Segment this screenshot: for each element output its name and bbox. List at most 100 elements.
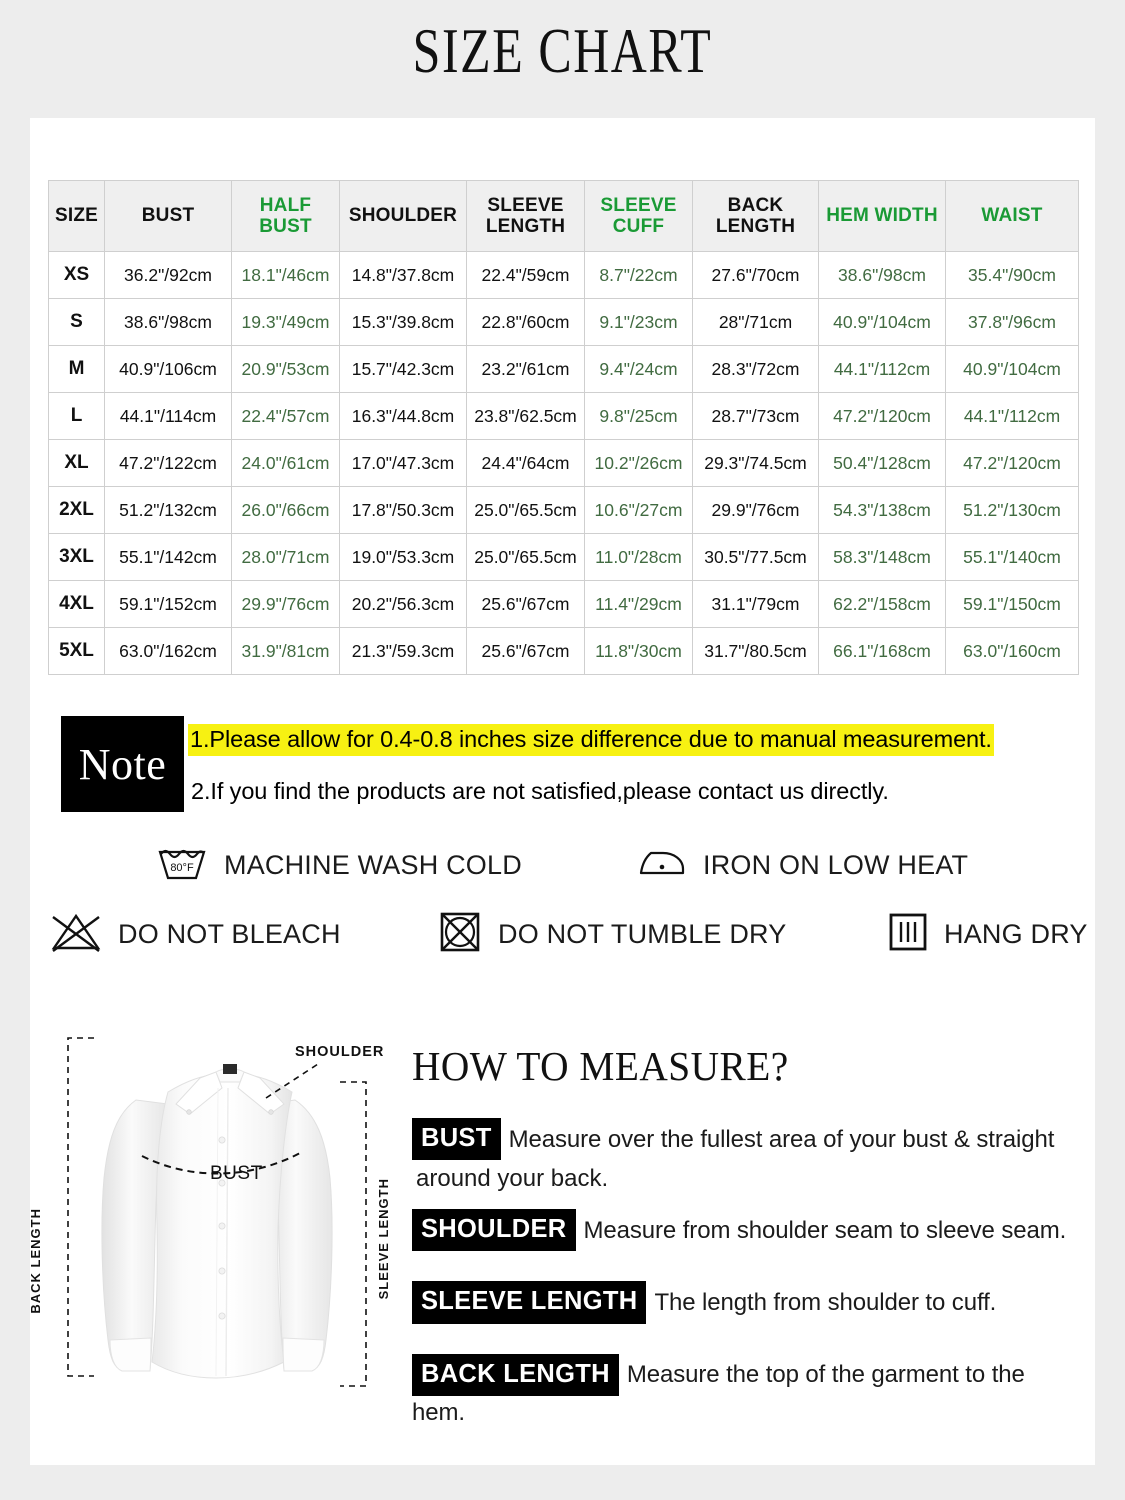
cell-sleeve-length: 22.4"/59cm — [466, 251, 585, 299]
measure-item-list: BUST Measure over the fullest area of you… — [412, 1118, 1082, 1429]
care-label-iron: IRON ON LOW HEAT — [703, 850, 969, 880]
cell-waist: 47.2"/120cm — [945, 439, 1079, 487]
cell-half-bust: 28.0"/71cm — [231, 533, 340, 581]
note-line-2: 2.If you find the products are not satis… — [191, 778, 889, 804]
measure-description: Measure the top of the garment to the he… — [412, 1361, 1025, 1426]
table-row: 5XL 63.0"/162cm 31.9"/81cm 21.3"/59.3cm 25.6… — [48, 627, 1079, 675]
cell-half-bust: 26.0"/66cm — [231, 486, 340, 534]
size-table: SIZE BUST HALF BUST SHOULDER SLEEVE LENG… — [48, 180, 1079, 675]
measure-item: SHOULDER Measure from shoulder seam to sl… — [412, 1209, 1082, 1252]
note-badge: Note — [61, 716, 184, 812]
hang-dry-icon — [886, 910, 930, 959]
cell-half-bust: 24.0"/61cm — [231, 439, 340, 487]
table-row: S 38.6"/98cm 19.3"/49cm 15.3"/39.8cm 22.8"/6… — [48, 298, 1079, 346]
cell-bust: 40.9"/106cm — [104, 345, 232, 393]
page-title: SIZE CHART — [412, 15, 713, 86]
diagram-label-back-length: BACK LENGTH — [28, 1208, 43, 1314]
cell-sleeve-length: 24.4"/64cm — [466, 439, 585, 487]
cell-waist: 59.1"/150cm — [945, 580, 1079, 628]
table-row: 3XL 55.1"/142cm 28.0"/71cm 19.0"/53.3cm 25.0… — [48, 533, 1079, 581]
bottom-section: SHOULDER BUST BACK LENGTH SLEEVE LENGTH … — [28, 1028, 1095, 1459]
cell-size: 5XL — [48, 627, 105, 675]
note-block: Note 1.Please allow for 0.4-0.8 inches s… — [48, 716, 1078, 812]
cell-hem-width: 47.2"/120cm — [818, 392, 946, 440]
table-body: XS 36.2"/92cm 18.1"/46cm 14.8"/37.8cm 22.4"/… — [48, 251, 1079, 675]
cell-half-bust: 18.1"/46cm — [231, 251, 340, 299]
diagram-label-shoulder: SHOULDER — [295, 1044, 385, 1060]
cell-sleeve-cuff: 9.8"/25cm — [584, 392, 693, 440]
cell-sleeve-length: 23.2"/61cm — [466, 345, 585, 393]
cell-shoulder: 20.2"/56.3cm — [339, 580, 467, 628]
cell-back-length: 30.5"/77.5cm — [692, 533, 819, 581]
cell-size: XL — [48, 439, 105, 487]
cell-back-length: 31.7"/80.5cm — [692, 627, 819, 675]
care-item-iron: IRON ON LOW HEAT — [633, 842, 968, 889]
cell-sleeve-cuff: 8.7"/22cm — [584, 251, 693, 299]
table-row: XL 47.2"/122cm 24.0"/61cm 17.0"/47.3cm 24.4"… — [48, 439, 1079, 487]
cell-sleeve-length: 25.6"/67cm — [466, 627, 585, 675]
col-header-half-bust: HALF BUST — [231, 180, 340, 252]
cell-back-length: 31.1"/79cm — [692, 580, 819, 628]
col-header-size: SIZE — [48, 180, 105, 252]
cell-sleeve-length: 25.0"/65.5cm — [466, 486, 585, 534]
measure-tag: SLEEVE LENGTH — [412, 1281, 647, 1324]
col-header-waist: WAIST — [945, 180, 1079, 252]
cell-waist: 35.4"/90cm — [945, 251, 1079, 299]
cell-waist: 44.1"/112cm — [945, 392, 1079, 440]
cell-back-length: 29.3"/74.5cm — [692, 439, 819, 487]
cell-back-length: 28"/71cm — [692, 298, 819, 346]
cell-back-length: 28.7"/73cm — [692, 392, 819, 440]
iron-icon — [633, 842, 689, 889]
cell-size: L — [48, 392, 105, 440]
cell-sleeve-cuff: 9.1"/23cm — [584, 298, 693, 346]
col-header-back-length: BACK LENGTH — [692, 180, 819, 252]
care-label-no-tumble-dry: DO NOT TUMBLE DRY — [498, 919, 787, 949]
measure-item: BACK LENGTH Measure the top of the garmen… — [412, 1353, 1082, 1429]
cell-shoulder: 15.7"/42.3cm — [339, 345, 467, 393]
note-line-1: 1.Please allow for 0.4-0.8 inches size d… — [188, 724, 994, 756]
shirt-illustration — [67, 1037, 367, 1387]
table-row: 2XL 51.2"/132cm 26.0"/66cm 17.8"/50.3cm 25.0… — [48, 486, 1079, 534]
table-row: M 40.9"/106cm 20.9"/53cm 15.7"/42.3cm 23.2"/… — [48, 345, 1079, 393]
table-header: SIZE BUST HALF BUST SHOULDER SLEEVE LENG… — [48, 180, 1079, 252]
cell-shoulder: 17.8"/50.3cm — [339, 486, 467, 534]
cell-waist: 37.8"/96cm — [945, 298, 1079, 346]
cell-sleeve-length: 25.6"/67cm — [466, 580, 585, 628]
table-header-row: SIZE BUST HALF BUST SHOULDER SLEEVE LENG… — [48, 180, 1079, 252]
how-to-measure-section: HOW TO MEASURE? BUST Measure over the ful… — [412, 1028, 1082, 1459]
measure-description: The length from shoulder to cuff. — [654, 1289, 997, 1317]
measure-description: Measure over the fullest area of your bu… — [508, 1125, 1055, 1153]
care-label-machine-wash: MACHINE WASH COLD — [224, 850, 522, 880]
cell-size: 3XL — [48, 533, 105, 581]
care-item-hang-dry: HANG DRY — [886, 910, 1088, 959]
measure-description-continued: around your back. — [416, 1165, 609, 1193]
cell-hem-width: 66.1"/168cm — [818, 627, 946, 675]
cell-sleeve-cuff: 11.0"/28cm — [584, 533, 693, 581]
cell-size: S — [48, 298, 105, 346]
cell-shoulder: 17.0"/47.3cm — [339, 439, 467, 487]
care-label-no-bleach: DO NOT BLEACH — [118, 919, 341, 949]
diagram-label-sleeve-length: SLEEVE LENGTH — [376, 1178, 391, 1300]
cell-bust: 38.6"/98cm — [104, 298, 232, 346]
how-to-measure-title: HOW TO MEASURE? — [412, 1043, 789, 1089]
cell-size: M — [48, 345, 105, 393]
cell-sleeve-cuff: 10.6"/27cm — [584, 486, 693, 534]
measure-tag: BUST — [412, 1118, 501, 1161]
cell-shoulder: 21.3"/59.3cm — [339, 627, 467, 675]
cell-hem-width: 38.6"/98cm — [818, 251, 946, 299]
cell-size: 2XL — [48, 486, 105, 534]
cell-size: 4XL — [48, 580, 105, 628]
table-row: L 44.1"/114cm 22.4"/57cm 16.3"/44.8cm 23.8"/… — [48, 392, 1079, 440]
diagram-label-bust: BUST — [210, 1163, 263, 1184]
cell-shoulder: 14.8"/37.8cm — [339, 251, 467, 299]
cell-sleeve-length: 22.8"/60cm — [466, 298, 585, 346]
cell-bust: 59.1"/152cm — [104, 580, 232, 628]
care-item-no-tumble-dry: DO NOT TUMBLE DRY — [436, 910, 786, 959]
col-header-hem-width: HEM WIDTH — [818, 180, 946, 252]
cell-sleeve-length: 25.0"/65.5cm — [466, 533, 585, 581]
cell-bust: 47.2"/122cm — [104, 439, 232, 487]
cell-hem-width: 44.1"/112cm — [818, 345, 946, 393]
care-item-no-bleach: DO NOT BLEACH — [48, 910, 341, 959]
cell-half-bust: 20.9"/53cm — [231, 345, 340, 393]
cell-back-length: 29.9"/76cm — [692, 486, 819, 534]
